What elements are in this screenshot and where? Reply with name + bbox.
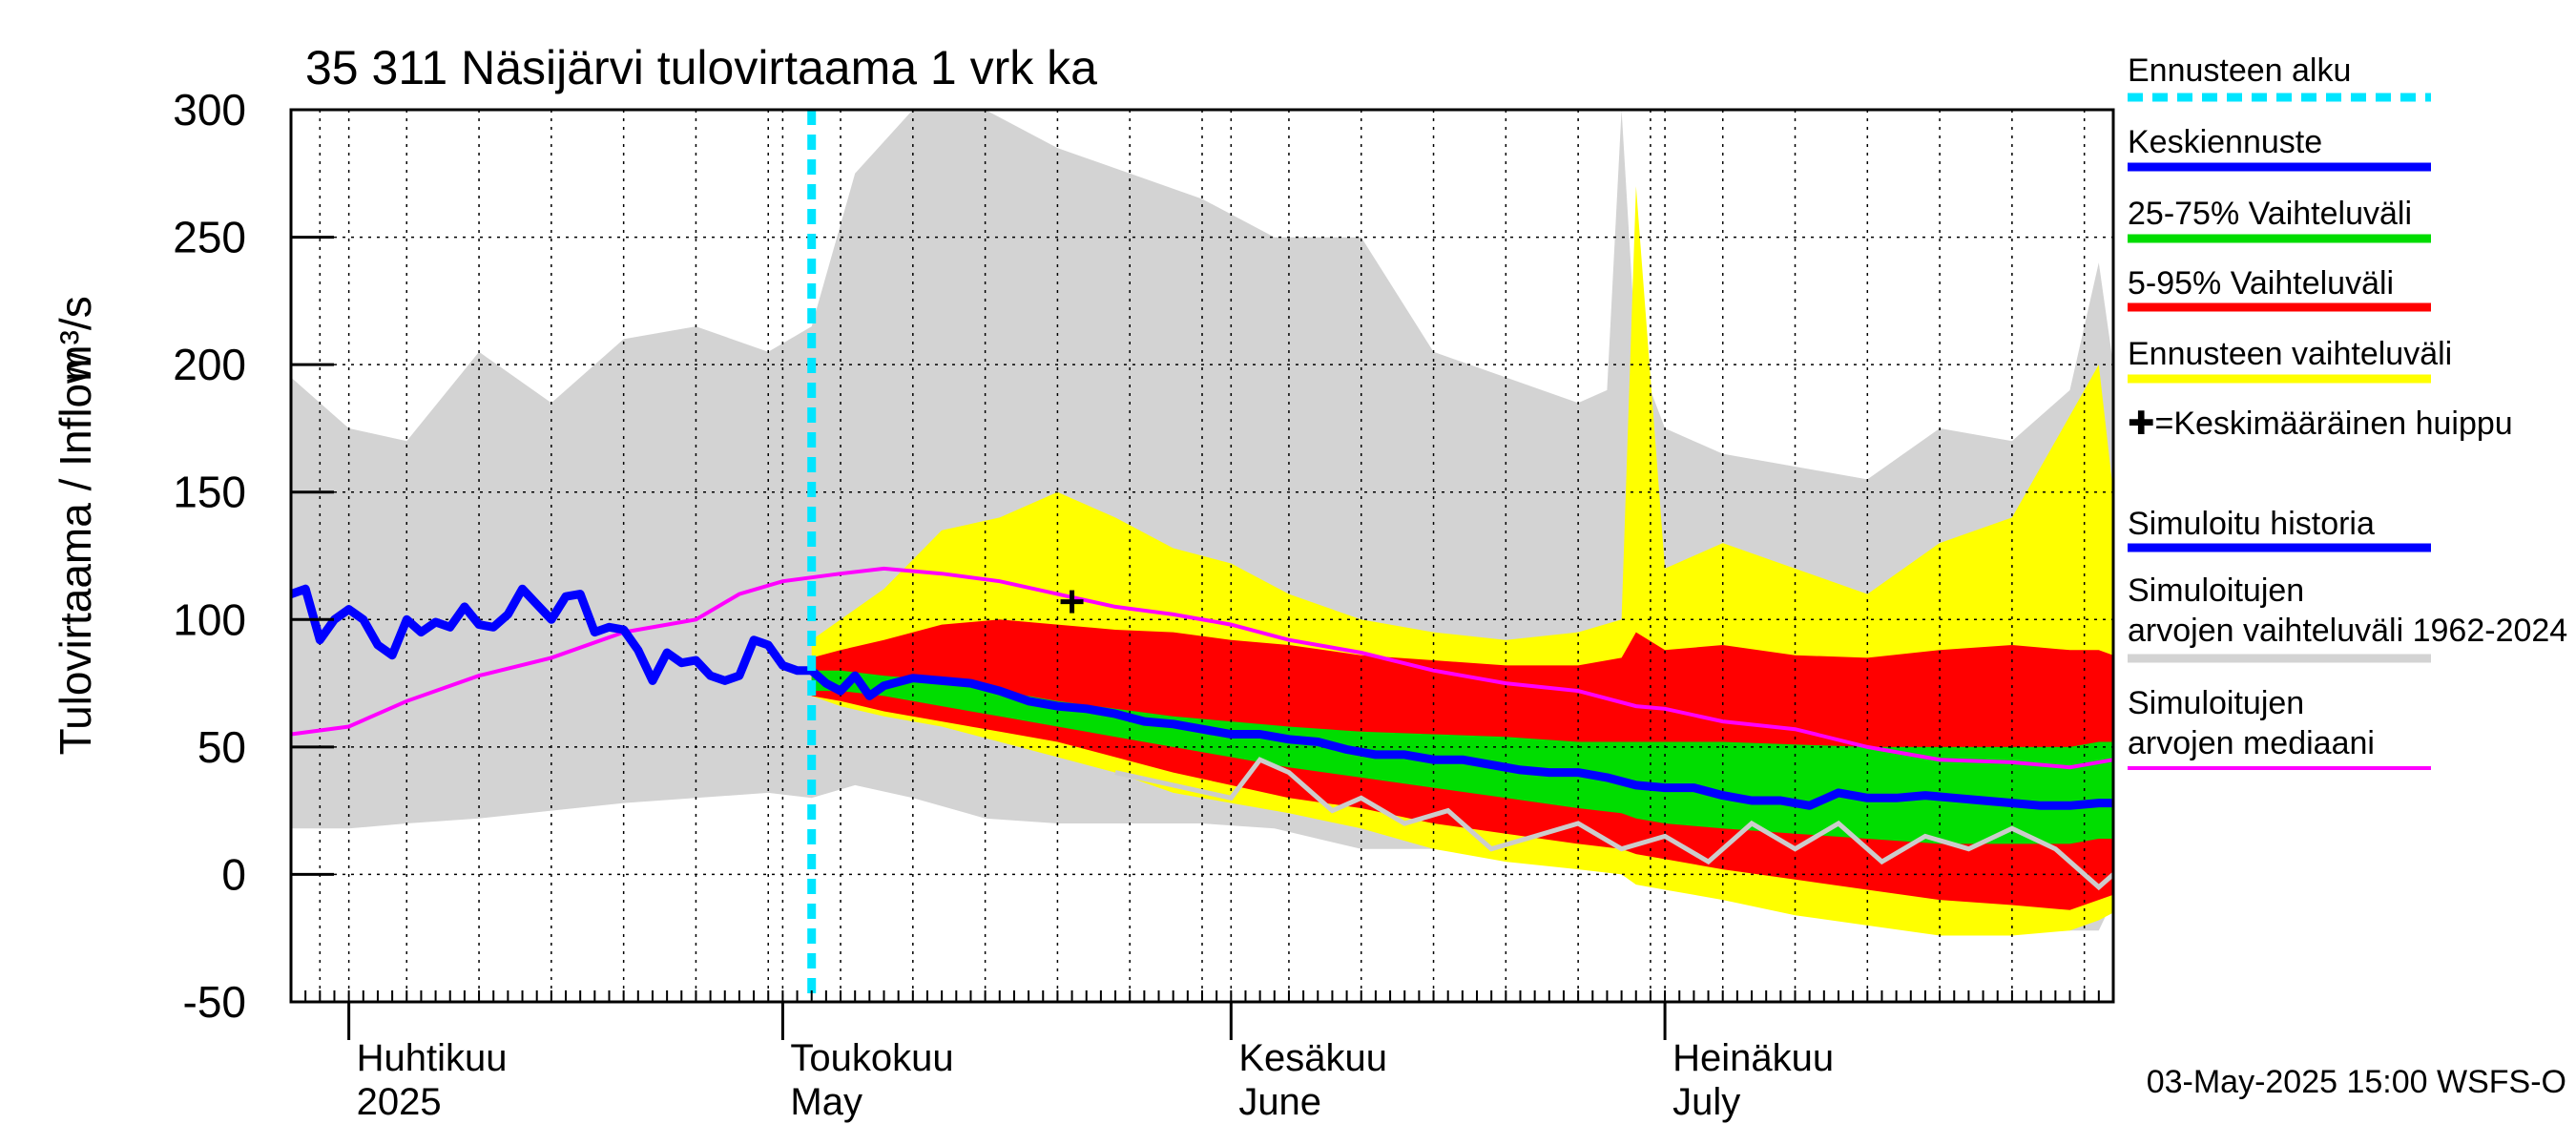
x-month-label: Heinäkuu bbox=[1672, 1037, 1834, 1079]
legend-item: Simuloitu historia bbox=[2128, 506, 2431, 552]
y-tick-label: 200 bbox=[173, 340, 246, 389]
y-tick-label: 250 bbox=[173, 213, 246, 262]
mean-peak-marker bbox=[1060, 590, 1084, 614]
legend-item: Keskiennuste bbox=[2128, 124, 2431, 172]
legend-label: Keskiennuste bbox=[2128, 124, 2322, 160]
median-forecast-line bbox=[808, 667, 2113, 810]
legend-label: Ennusteen vaihteluväli bbox=[2128, 336, 2452, 372]
legend-label: 5-95% Vaihteluväli bbox=[2128, 265, 2394, 302]
y-axis-label: Tulovirtaama / Inflow bbox=[51, 351, 100, 755]
legend-item: Ennusteen alku bbox=[2128, 52, 2431, 102]
legend-item: 5-95% Vaihteluväli bbox=[2128, 265, 2431, 312]
x-month-label: Toukokuu bbox=[790, 1037, 953, 1079]
legend-item: Simuloitujen arvojen vaihteluväli 1962-20… bbox=[2128, 572, 2567, 663]
x-month-sublabel: 2025 bbox=[357, 1081, 442, 1123]
legend-label: ✚=Keskimääräinen huippu bbox=[2128, 406, 2513, 442]
simulated-range-line bbox=[1114, 757, 2113, 891]
x-month-sublabel: June bbox=[1238, 1081, 1321, 1123]
legend: Ennusteen alku Keskiennuste 25-75% Vaihtel… bbox=[2128, 52, 2567, 770]
x-month-sublabel: July bbox=[1672, 1081, 1740, 1123]
y-tick-label: 150 bbox=[173, 468, 246, 517]
y-axis-title: Tulovirtaama / Inflow bbox=[51, 351, 100, 755]
lines-layer bbox=[291, 110, 2113, 1002]
y-tick-label: 0 bbox=[221, 849, 246, 899]
grid-layer bbox=[291, 109, 2114, 1003]
x-month-label: Kesäkuu bbox=[1238, 1037, 1387, 1079]
legend-item: ✚=Keskimääräinen huippu bbox=[2128, 406, 2513, 442]
sim-history-line bbox=[291, 584, 812, 685]
y-tick-label: -50 bbox=[183, 977, 246, 1027]
legend-label: Simuloitu historia bbox=[2128, 506, 2375, 542]
y-tick-label: 50 bbox=[197, 722, 246, 772]
legend-label: Simuloitujen arvojen vaihteluväli 1962-20… bbox=[2128, 572, 2567, 649]
x-month-label: Huhtikuu bbox=[357, 1037, 508, 1079]
timestamp: 03-May-2025 15:00 WSFS-O bbox=[2147, 1064, 2566, 1100]
y-axis-unit: m³/s bbox=[51, 296, 100, 381]
legend-label: 25-75% Vaihteluväli bbox=[2128, 196, 2412, 232]
y-tick-label: 300 bbox=[173, 85, 246, 135]
legend-item: 25-75% Vaihteluväli bbox=[2128, 196, 2431, 243]
legend-label: Simuloitujen arvojen mediaani bbox=[2128, 685, 2375, 761]
legend-item: Ennusteen vaihteluväli bbox=[2128, 336, 2452, 384]
y-tick-label: 100 bbox=[173, 594, 246, 644]
x-month-sublabel: May bbox=[790, 1081, 862, 1123]
chart-title: 35 311 Näsijärvi tulovirtaama 1 vrk ka bbox=[305, 41, 1097, 94]
legend-item: Simuloitujen arvojen mediaani bbox=[2128, 685, 2431, 770]
y-axis-unit-group: m³/s bbox=[51, 296, 100, 381]
legend-label: Ennusteen alku bbox=[2128, 52, 2351, 89]
